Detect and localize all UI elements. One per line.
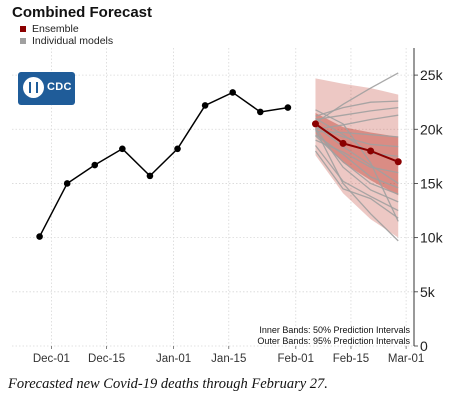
y-tick-label: 25k [420, 67, 444, 83]
observed-point [36, 233, 43, 240]
note-inner-bands: Inner Bands: 50% Prediction Intervals [259, 325, 410, 335]
y-tick-label: 0 [420, 338, 428, 354]
y-tick-label: 15k [420, 175, 444, 191]
ensemble-point [339, 139, 347, 147]
ensemble-line [314, 123, 399, 163]
observed-point [201, 102, 209, 109]
legend-swatch-ensemble [20, 26, 26, 32]
ensemble-point [394, 158, 402, 166]
observed-point [174, 145, 181, 153]
individual-model-line [315, 134, 399, 189]
individual-model-line [315, 109, 399, 222]
individual-model-line [314, 145, 399, 212]
observed-point [229, 89, 237, 96]
ensemble-series [311, 120, 402, 166]
cdc-logo-text: CDC [47, 81, 72, 93]
legend-swatch-individual-models [20, 38, 26, 44]
x-tick-label: Feb-15 [333, 353, 369, 365]
observed-line [38, 91, 288, 237]
individual-model-line [315, 125, 399, 184]
note-outer-bands: Outer Bands: 95% Prediction Intervals [257, 336, 410, 346]
individual-model-line [314, 128, 399, 242]
individual-model-line [315, 139, 399, 174]
x-tick-label: Jan-15 [211, 353, 246, 365]
legend-label-individual-models: Individual models [32, 35, 113, 47]
x-tick-label: Feb-01 [278, 353, 314, 365]
individual-model-line [314, 127, 399, 203]
x-tick-label: Dec-01 [33, 353, 70, 365]
ensemble-point [311, 120, 319, 128]
x-tick-label: Mar-01 [388, 353, 424, 365]
observed-point [256, 108, 264, 116]
observed-point [146, 172, 154, 180]
cdc-logo-icon: CDC [18, 72, 75, 105]
y-axis-ticks: 0 5k 10k 15k 20k 25k [414, 67, 444, 354]
individual-model-line [315, 72, 399, 124]
observed-point [119, 145, 126, 153]
y-tick-label: 5k [420, 284, 436, 300]
individual-model-line [315, 100, 399, 117]
legend-label-ensemble: Ensemble [32, 23, 79, 35]
y-tick-label: 10k [420, 230, 444, 246]
observed-point [284, 104, 292, 111]
individual-model-line [315, 125, 399, 148]
observed-point [91, 161, 99, 169]
x-tick-label: Dec-15 [88, 353, 125, 365]
individual-model-line [314, 150, 399, 219]
y-tick-label: 20k [420, 121, 444, 137]
x-axis-ticks: Dec-01 Dec-15 Jan-01 Jan-15 Feb-01 Feb-15 Mar-… [33, 346, 424, 365]
x-tick-label: Jan-01 [156, 353, 191, 365]
hhs-seal-icon [23, 77, 44, 98]
grid [12, 48, 414, 347]
figure-caption: Forecasted new Covid-19 deaths through F… [8, 376, 328, 392]
observed-series [36, 89, 292, 240]
legend: Ensemble Individual models [20, 23, 113, 47]
observed-point [63, 180, 71, 187]
ensemble-point [367, 147, 375, 155]
chart-title: Combined Forecast [12, 4, 152, 21]
individual-model-lines [314, 72, 399, 242]
